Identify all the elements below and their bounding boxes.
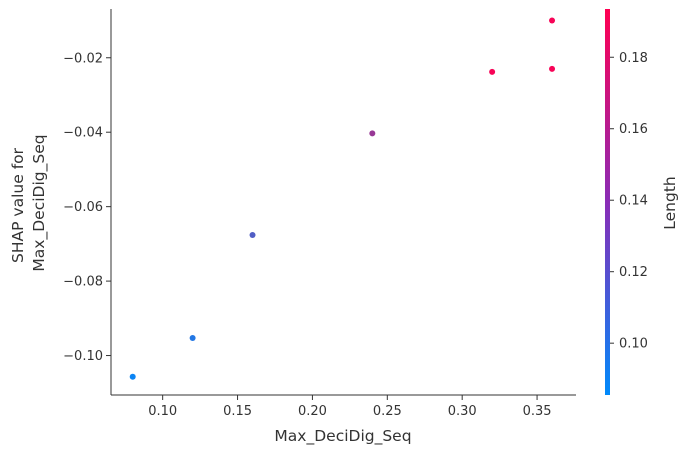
colorbar-tick-label: 0.14 [619,194,648,209]
data-points [129,17,556,380]
y-tick-label: −0.10 [63,349,103,364]
colorbar-tick-label: 0.12 [619,265,648,280]
x-tick-label: 0.20 [298,404,327,419]
y-tick-label: −0.08 [63,275,103,290]
data-point [249,231,256,238]
data-point [129,373,136,380]
colorbar: 0.10 0.12 0.14 0.16 0.18 Length [605,9,679,395]
colorbar-tick-label: 0.10 [619,337,648,352]
data-point [369,130,376,137]
x-tick-label: 0.30 [448,404,477,419]
data-point [189,335,196,342]
x-tick-label: 0.10 [148,404,177,419]
colorbar-label: Length [661,176,679,229]
y-ticks: −0.10 −0.08 −0.06 −0.04 −0.02 [63,51,111,364]
x-tick-label: 0.15 [223,404,252,419]
axes: 0.10 0.15 0.20 0.25 0.30 0.35 −0.10 −0.08 −0.06… [63,9,576,419]
x-axis-label: Max_DeciDig_Seq [274,427,411,446]
colorbar-gradient [605,9,610,395]
colorbar-tick-label: 0.18 [619,51,648,66]
y-axis-label-line-1: SHAP value for [9,147,27,263]
colorbar-tick-label: 0.16 [619,122,648,137]
x-tick-label: 0.25 [373,404,402,419]
data-point [549,17,556,24]
y-tick-label: −0.04 [63,126,103,141]
colorbar-ticks: 0.10 0.12 0.14 0.16 0.18 [610,51,648,352]
x-ticks: 0.10 0.15 0.20 0.25 0.30 0.35 [148,395,552,419]
y-tick-label: −0.02 [63,51,103,66]
data-point [549,65,556,72]
y-axis-label: SHAP value for Max_DeciDig_Seq [9,134,49,271]
y-axis-label-line-2: Max_DeciDig_Seq [30,134,49,271]
x-tick-label: 0.35 [523,404,552,419]
y-tick-label: −0.06 [63,200,103,215]
data-point [489,68,496,75]
